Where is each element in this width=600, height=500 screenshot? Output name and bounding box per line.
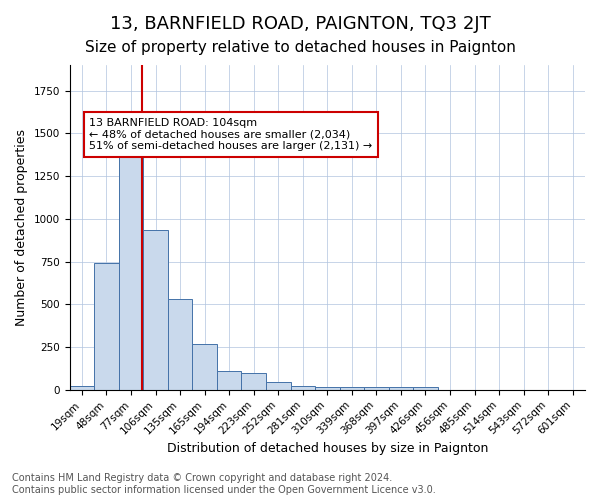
Bar (340, 388, 364, 390)
Bar (266, 382, 290, 390)
Bar (143, 230, 168, 390)
Bar (241, 373, 266, 390)
Y-axis label: Number of detached properties: Number of detached properties (15, 129, 28, 326)
Bar (217, 371, 241, 390)
Bar (389, 388, 413, 390)
Bar (290, 386, 315, 390)
Text: 13 BARNFIELD ROAD: 104sqm
← 48% of detached houses are smaller (2,034)
51% of se: 13 BARNFIELD ROAD: 104sqm ← 48% of detac… (89, 118, 373, 151)
Bar (70, 386, 94, 390)
Bar (94, 264, 119, 390)
Bar (315, 388, 340, 390)
Bar (364, 388, 389, 390)
Bar (168, 299, 193, 390)
Bar (413, 388, 438, 390)
Bar (119, 146, 143, 390)
Text: Contains HM Land Registry data © Crown copyright and database right 2024.
Contai: Contains HM Land Registry data © Crown c… (12, 474, 436, 495)
Text: Size of property relative to detached houses in Paignton: Size of property relative to detached ho… (85, 40, 515, 55)
Text: 13, BARNFIELD ROAD, PAIGNTON, TQ3 2JT: 13, BARNFIELD ROAD, PAIGNTON, TQ3 2JT (110, 15, 490, 33)
X-axis label: Distribution of detached houses by size in Paignton: Distribution of detached houses by size … (167, 442, 488, 455)
Bar (193, 344, 217, 390)
